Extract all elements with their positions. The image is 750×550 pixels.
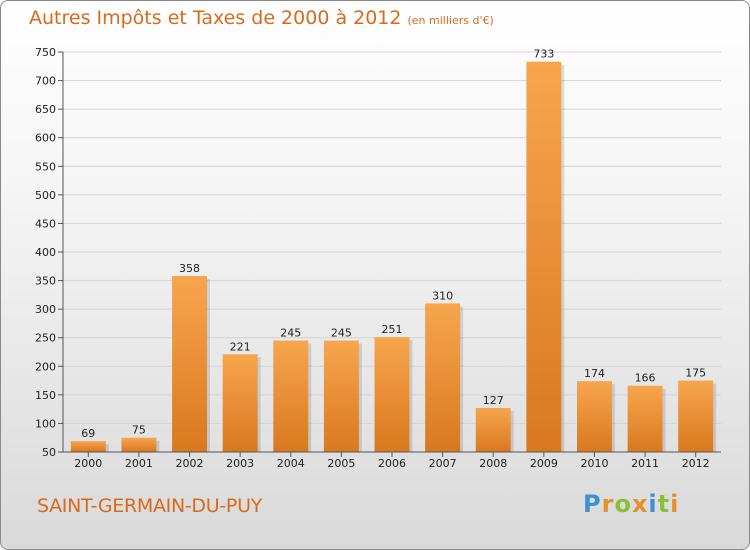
bar-value-label: 127 (483, 394, 504, 407)
logo-letter: P (583, 490, 602, 518)
logo-letter: o (614, 490, 632, 518)
bar-value-label: 733 (533, 48, 554, 61)
bar-value-label: 310 (432, 289, 453, 302)
bar (172, 276, 208, 452)
bar (323, 340, 359, 452)
bar-value-label: 245 (331, 327, 352, 340)
y-tick-label: 700 (35, 75, 56, 88)
logo-letter: r (601, 490, 615, 518)
bar-value-label: 245 (280, 327, 301, 340)
y-tick-label: 50 (42, 446, 56, 459)
bar-value-label: 221 (230, 340, 251, 353)
bar-value-label: 251 (382, 323, 403, 336)
x-axis: 2000 2001 2002 2003 2004 2005 2006 2007 2008 2009… (63, 451, 721, 470)
proxiti-logo[interactable]: Proxiti (583, 490, 679, 518)
x-tick-label: 2012 (682, 457, 710, 470)
x-tick-label: 2010 (580, 457, 608, 470)
bar (121, 437, 157, 452)
x-tick-label: 2004 (277, 457, 305, 470)
logo-letter: x (631, 490, 649, 518)
bar (273, 340, 309, 452)
chart-subtitle: (en milliers d'€) (407, 14, 494, 27)
y-tick-label: 500 (35, 189, 56, 202)
y-axis: 50 100 150 200 250 300 350 400 450 500 550 600 650 70… (35, 46, 64, 459)
bar (576, 381, 612, 452)
bar (70, 441, 106, 452)
x-tick-label: 2000 (74, 457, 102, 470)
logo-letter: i (648, 490, 658, 518)
x-tick-label: 2002 (176, 457, 204, 470)
y-tick-label: 250 (35, 332, 56, 345)
y-tick-label: 150 (35, 389, 56, 402)
bar-value-label: 166 (635, 372, 656, 385)
bars: 69 75 358 221 245 245 251 310 127 733 174 166 175 (70, 48, 717, 452)
y-tick-label: 750 (35, 46, 56, 59)
bar (475, 408, 511, 452)
bar (627, 385, 663, 452)
y-tick-label: 300 (35, 303, 56, 316)
x-tick-label: 2006 (378, 457, 406, 470)
bar (526, 61, 562, 452)
y-tick-label: 600 (35, 132, 56, 145)
bar (678, 380, 714, 452)
y-tick-label: 350 (35, 275, 56, 288)
x-tick-label: 2009 (530, 457, 558, 470)
bar-value-label: 175 (685, 367, 706, 380)
bar (425, 303, 461, 452)
x-tick-label: 2008 (479, 457, 507, 470)
chart-title-text: Autres Impôts et Taxes de 2000 à 2012 (29, 7, 402, 29)
y-tick-label: 450 (35, 217, 56, 230)
bar (222, 354, 258, 452)
y-tick-label: 400 (35, 246, 56, 259)
logo-letter: i (670, 490, 680, 518)
x-tick-label: 2001 (125, 457, 153, 470)
bar (374, 337, 410, 452)
y-tick-label: 100 (35, 417, 56, 430)
y-tick-label: 200 (35, 360, 56, 373)
place-name: SAINT-GERMAIN-DU-PUY (37, 495, 262, 517)
y-tick-label: 550 (35, 160, 56, 173)
bar-value-label: 174 (584, 367, 605, 380)
bar-value-label: 358 (179, 262, 200, 275)
x-tick-label: 2011 (631, 457, 659, 470)
bar-value-label: 75 (132, 424, 146, 437)
x-tick-label: 2007 (429, 457, 457, 470)
y-tick-label: 650 (35, 103, 56, 116)
x-tick-label: 2003 (226, 457, 254, 470)
logo-letter: t (657, 490, 671, 518)
chart-title: Autres Impôts et Taxes de 2000 à 2012 (en… (29, 7, 494, 29)
bar-value-label: 69 (81, 427, 95, 440)
x-tick-label: 2005 (327, 457, 355, 470)
